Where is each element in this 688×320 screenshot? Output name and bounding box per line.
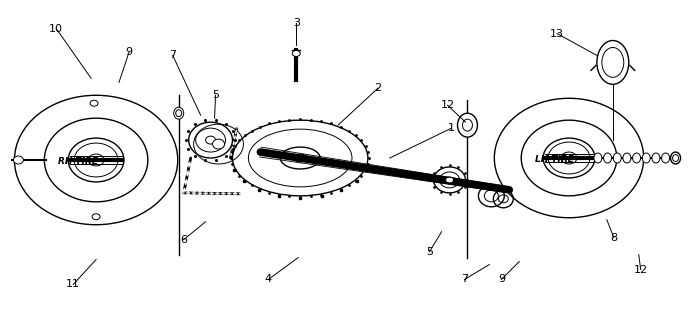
Ellipse shape	[458, 113, 477, 137]
Ellipse shape	[213, 139, 224, 149]
Ellipse shape	[561, 152, 577, 164]
Text: 9: 9	[497, 275, 505, 284]
Text: RH TIRE: RH TIRE	[58, 157, 98, 166]
Text: 2: 2	[374, 83, 381, 93]
Text: 11: 11	[66, 279, 80, 290]
Ellipse shape	[446, 177, 453, 183]
Ellipse shape	[206, 136, 215, 144]
Text: 5: 5	[212, 90, 219, 100]
Text: 13: 13	[550, 28, 564, 38]
Text: 7: 7	[169, 51, 176, 60]
Ellipse shape	[175, 110, 182, 117]
Text: 9: 9	[125, 47, 133, 58]
Text: 12: 12	[440, 100, 455, 110]
Ellipse shape	[92, 214, 100, 220]
Ellipse shape	[671, 152, 680, 164]
Text: LH TIRE: LH TIRE	[535, 156, 574, 164]
Ellipse shape	[623, 153, 631, 163]
Text: 12: 12	[634, 265, 648, 275]
Ellipse shape	[594, 153, 602, 163]
Text: 5: 5	[426, 247, 433, 257]
Ellipse shape	[673, 155, 678, 162]
Text: 3: 3	[292, 18, 300, 28]
Text: 10: 10	[50, 24, 63, 34]
Ellipse shape	[88, 154, 104, 166]
Text: 8: 8	[610, 233, 617, 243]
Ellipse shape	[603, 153, 612, 163]
Text: 1: 1	[448, 123, 455, 133]
Text: 6: 6	[180, 235, 187, 245]
Ellipse shape	[462, 119, 473, 131]
Ellipse shape	[613, 153, 621, 163]
Ellipse shape	[14, 156, 23, 164]
Ellipse shape	[662, 153, 669, 163]
Ellipse shape	[293, 154, 307, 162]
Ellipse shape	[90, 100, 98, 106]
Text: 4: 4	[265, 275, 272, 284]
Ellipse shape	[174, 107, 184, 119]
Ellipse shape	[652, 153, 660, 163]
Ellipse shape	[643, 153, 650, 163]
Text: 7: 7	[461, 275, 468, 284]
Ellipse shape	[292, 51, 300, 56]
Ellipse shape	[632, 153, 641, 163]
